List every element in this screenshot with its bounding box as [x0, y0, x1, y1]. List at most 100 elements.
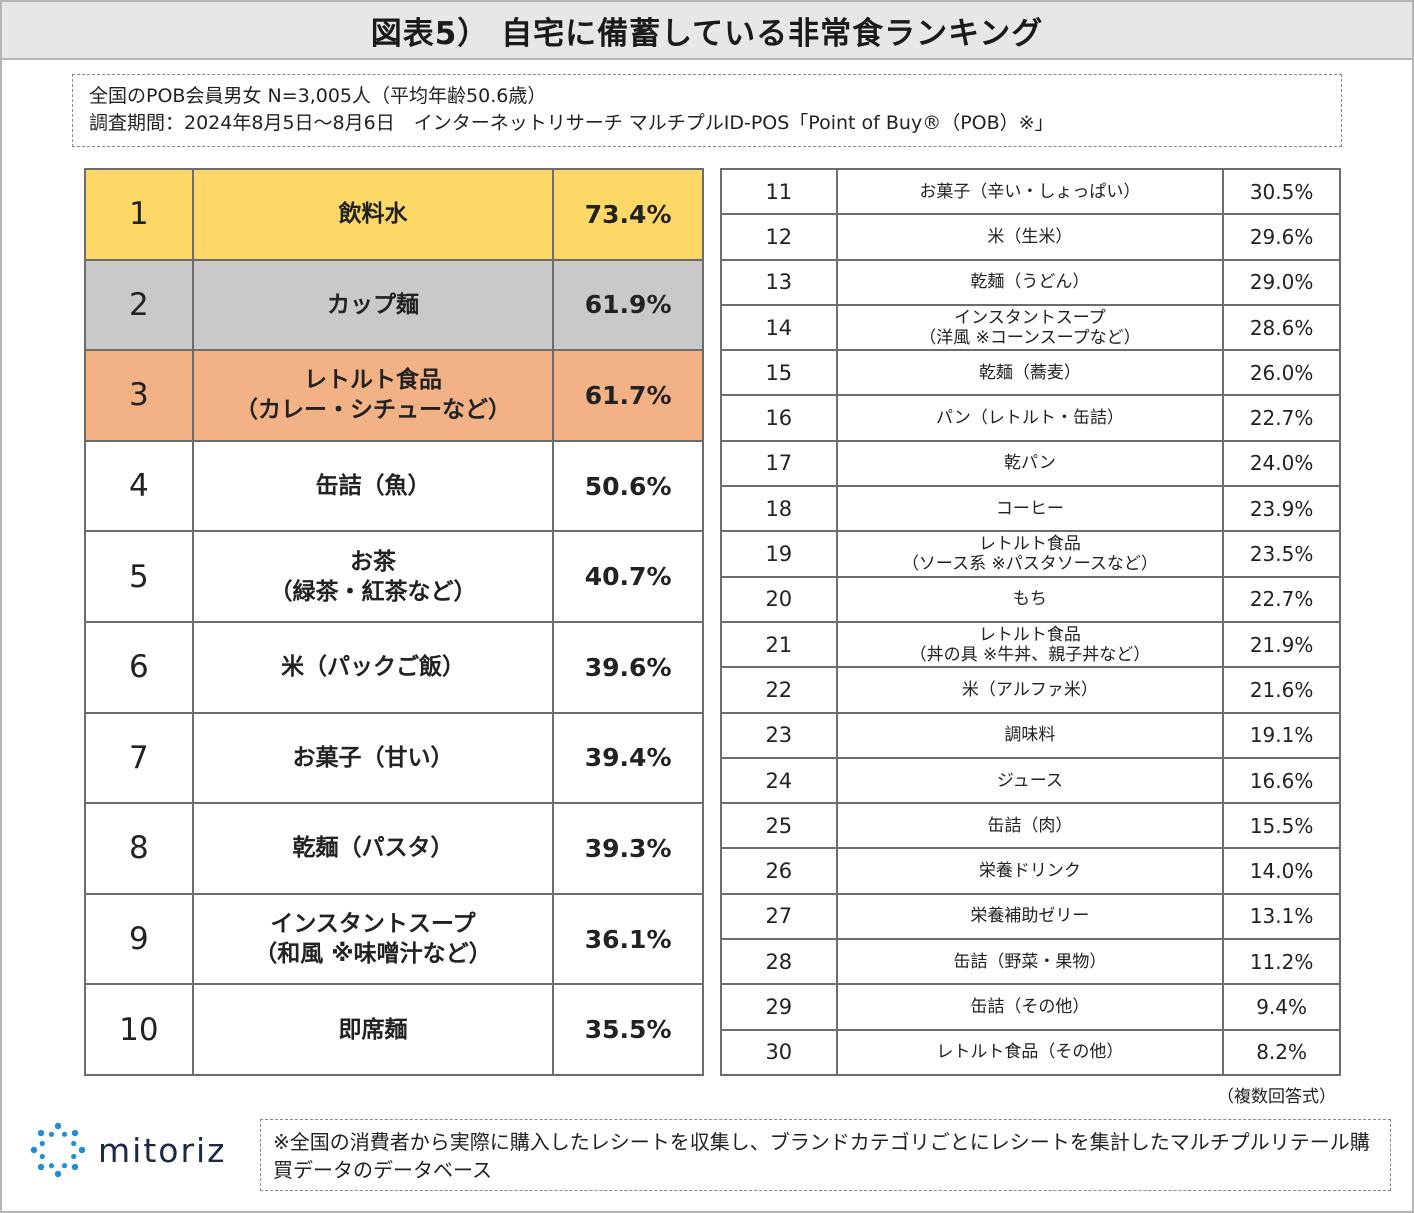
database-note: ※全国の消費者から実際に購入したレシートを収集し、ブランドカテゴリごとにレシート…: [260, 1119, 1391, 1191]
rank-cell: 14: [720, 303, 838, 352]
percent-cell: 21.9%: [1222, 620, 1341, 669]
item-name: お茶: [349, 548, 396, 575]
item-name: もち: [1012, 589, 1047, 610]
logo-dot: [37, 1163, 45, 1171]
rank-cell: 5: [84, 530, 194, 623]
logo-dot: [48, 1163, 55, 1169]
item-name: レトルト食品（その他）: [936, 1042, 1124, 1063]
item-cell: お茶 （緑茶・紅茶など）: [191, 530, 555, 623]
rank-cell: 9: [84, 892, 194, 986]
percent-cell: 30.5%: [1222, 167, 1341, 216]
table-row: 28 缶詰（野菜・果物） 11.2%: [720, 938, 1341, 986]
table-row: 16 パン（レトルト・缶詰） 22.7%: [720, 394, 1341, 442]
percent-cell: 19.1%: [1222, 711, 1341, 759]
table-row: 25 缶詰（肉） 15.5%: [720, 802, 1341, 850]
percent-cell: 36.1%: [552, 892, 704, 986]
percent-cell: 39.6%: [552, 620, 704, 714]
table-row: 22 米（アルファ米） 21.6%: [720, 666, 1341, 714]
rank-cell: 13: [720, 258, 838, 306]
table-row: 24 ジュース 16.6%: [720, 756, 1341, 805]
logo-dot: [54, 1170, 62, 1178]
table-row: 30 レトルト食品（その他） 8.2%: [720, 1028, 1341, 1076]
table-row: 15 乾麺（蕎麦） 26.0%: [720, 349, 1341, 397]
logo-dot: [71, 1129, 79, 1137]
percent-cell: 40.7%: [552, 530, 704, 623]
item-name: 米（アルファ米）: [961, 679, 1098, 700]
item-name: 乾麺（蕎麦）: [978, 362, 1081, 383]
percent-cell: 9.4%: [1222, 983, 1341, 1031]
item-cell: 飲料水: [191, 168, 555, 261]
table-row: 27 栄養補助ゼリー 13.1%: [720, 892, 1341, 941]
item-name: インスタントスープ: [270, 911, 476, 938]
page-title: 図表5） 自宅に備蓄している非常食ランキング: [370, 15, 1044, 52]
percent-cell: 21.6%: [1222, 666, 1341, 714]
item-name: インスタントスープ: [954, 307, 1106, 328]
rank-cell: 10: [84, 983, 194, 1076]
item-name: 栄養補助ゼリー: [970, 906, 1090, 927]
item-name: レトルト食品: [978, 624, 1081, 645]
percent-cell: 39.3%: [552, 802, 704, 895]
item-name: 調味料: [1004, 725, 1056, 746]
rank-cell: 19: [720, 530, 838, 578]
table-row: 21 レトルト食品 （丼の具 ※牛丼、親子丼など） 21.9%: [720, 620, 1341, 669]
item-name: パン（レトルト・缶詰）: [935, 408, 1124, 429]
item-cell: 米（パックご飯）: [191, 620, 555, 714]
percent-cell: 39.4%: [552, 711, 704, 805]
item-detail: （洋風 ※コーンスープなど）: [919, 327, 1141, 348]
item-cell: レトルト食品 （カレー・シチューなど）: [191, 349, 555, 442]
item-cell: パン（レトルト・缶詰）: [835, 394, 1225, 442]
item-name: コーヒー: [995, 498, 1064, 519]
item-cell: 乾麺（うどん）: [835, 258, 1225, 306]
item-name: レトルト食品: [978, 534, 1081, 555]
rank-cell: 18: [720, 485, 838, 533]
logo-dot: [61, 1131, 68, 1137]
item-cell: お菓子（甘い）: [191, 711, 555, 805]
table-row: 14 インスタントスープ （洋風 ※コーンスープなど） 28.6%: [720, 303, 1341, 352]
rank-cell: 8: [84, 802, 194, 895]
item-detail: （ソース系 ※パスタソースなど）: [901, 554, 1158, 575]
rank-cell: 27: [720, 892, 838, 941]
rank-cell: 23: [720, 711, 838, 759]
percent-cell: 26.0%: [1222, 349, 1341, 397]
logo-dot: [78, 1146, 86, 1154]
item-cell: レトルト食品 （丼の具 ※牛丼、親子丼など）: [835, 620, 1225, 669]
ranking-table-top10: 1 飲料水 73.4% 2 カップ麺 61.9% 3 レトルト食品 （カレー・シチューなど） 61…: [84, 168, 704, 1076]
item-cell: レトルト食品 （ソース系 ※パスタソースなど）: [835, 530, 1225, 578]
logo-mark-icon: [30, 1122, 86, 1178]
percent-cell: 24.0%: [1222, 439, 1341, 488]
percent-cell: 35.5%: [552, 983, 704, 1076]
table-row: 3 レトルト食品 （カレー・シチューなど） 61.7%: [84, 349, 704, 442]
item-cell: 缶詰（魚）: [191, 439, 555, 533]
percent-cell: 23.5%: [1222, 530, 1341, 578]
percent-cell: 16.6%: [1222, 756, 1341, 805]
rank-cell: 15: [720, 349, 838, 397]
table-row: 12 米（生米） 29.6%: [720, 213, 1341, 261]
table-row: 13 乾麺（うどん） 29.0%: [720, 258, 1341, 306]
item-cell: お菓子（辛い・しょっぱい）: [835, 167, 1225, 216]
item-name: カップ麺: [326, 291, 419, 318]
item-name: 缶詰（野菜・果物）: [953, 951, 1107, 972]
percent-cell: 15.5%: [1222, 802, 1341, 850]
item-name: レトルト食品: [303, 367, 442, 394]
item-cell: インスタントスープ （洋風 ※コーンスープなど）: [835, 303, 1225, 352]
item-name: 即席麺: [338, 1016, 408, 1043]
item-name: お菓子（甘い）: [292, 744, 454, 771]
table-row: 8 乾麺（パスタ） 39.3%: [84, 802, 704, 895]
item-cell: 即席麺: [191, 983, 555, 1076]
item-name: 乾麺（うどん）: [970, 272, 1090, 293]
item-detail: （和風 ※味噌汁など）: [254, 941, 492, 968]
rank-cell: 16: [720, 394, 838, 442]
table-row: 1 飲料水 73.4%: [84, 168, 704, 261]
logo-dot: [61, 1163, 68, 1169]
logo-dot: [39, 1153, 45, 1160]
logo-dot: [30, 1146, 38, 1154]
item-name: ジュース: [996, 770, 1063, 791]
percent-cell: 73.4%: [552, 168, 704, 261]
logo-dot: [71, 1140, 77, 1147]
item-cell: ジュース: [835, 756, 1225, 805]
rank-cell: 4: [84, 439, 194, 533]
logo-dot: [54, 1122, 62, 1130]
table-row: 9 インスタントスープ （和風 ※味噌汁など） 36.1%: [84, 892, 704, 986]
rank-cell: 7: [84, 711, 194, 805]
